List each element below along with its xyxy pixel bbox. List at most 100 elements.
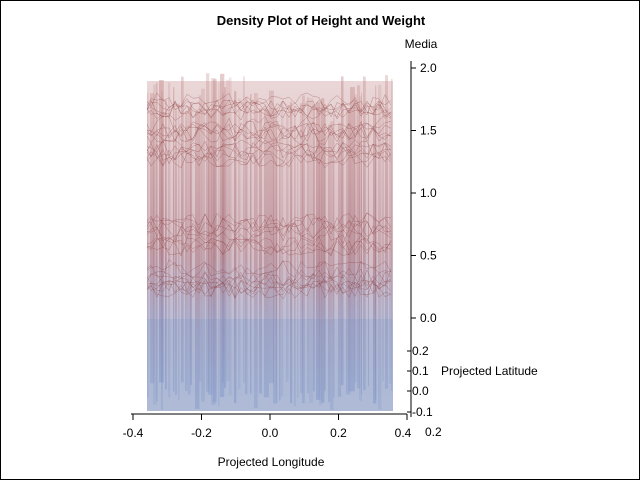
surface-strip <box>264 109 269 398</box>
z-axis-label: Media <box>405 37 438 51</box>
surface-strip <box>226 79 230 382</box>
surface-mesh-line <box>146 225 392 245</box>
surface-mesh-line <box>146 104 392 121</box>
surface-mesh-line <box>146 212 392 231</box>
surface-strip <box>333 115 335 399</box>
surface-strip <box>389 110 392 384</box>
y-tick-label: 0.0 <box>412 384 429 398</box>
x-tick-label: 0.0 <box>262 426 279 440</box>
surface-mesh-line <box>146 151 392 169</box>
surface-strip <box>188 106 191 395</box>
surface-strip <box>165 99 167 390</box>
surface-strip <box>195 111 200 409</box>
surface-strip <box>276 128 278 403</box>
surface-mesh-line <box>146 238 392 257</box>
surface-mesh-line <box>146 236 392 256</box>
surface-strip <box>234 91 237 404</box>
surface-mesh-line <box>146 124 392 144</box>
surface-strip <box>153 84 157 405</box>
y-tick-label: -0.1 <box>412 405 433 419</box>
surface-strip <box>175 108 177 396</box>
z-tick-label: 0.5 <box>420 249 437 263</box>
surface-mesh-line <box>146 237 392 257</box>
axes: Media 2.0 1.5 1.0 0.5 0.0 0.2 0.1 0.0 -0.1 0.2 Proj… <box>123 37 538 469</box>
surface-mesh-line <box>146 148 392 167</box>
surface-strip <box>254 92 258 409</box>
z-tick-label: 1.0 <box>420 186 437 200</box>
surface-mesh-line <box>146 234 392 253</box>
surface-strip <box>302 95 305 404</box>
surface-strip <box>363 76 366 391</box>
surface-strip <box>222 92 225 383</box>
surface-strip <box>297 128 299 399</box>
surface-strip <box>243 76 245 384</box>
surface-strip <box>168 82 171 398</box>
surface-strip <box>229 77 232 396</box>
surface-mesh-line <box>146 279 392 299</box>
surface-strip <box>281 101 284 397</box>
surface-strip <box>161 90 163 410</box>
surface-mesh-line <box>146 268 392 287</box>
x-axis-label: Projected Longitude <box>218 455 325 469</box>
surface-strip <box>224 87 227 388</box>
surface-strip <box>201 88 205 402</box>
y-tick-label: 0.1 <box>412 364 429 378</box>
z-tick-label: 0.0 <box>420 311 437 325</box>
surface-strip <box>173 87 175 392</box>
surface-strip <box>279 132 281 401</box>
surface-strip <box>378 84 382 410</box>
surface-strip <box>150 93 155 384</box>
y-tick-label: 0.2 <box>412 344 429 358</box>
surface-strip <box>391 78 393 391</box>
surface-strip <box>368 107 370 387</box>
surface-strip <box>357 85 361 389</box>
surface-strip <box>147 92 149 398</box>
surface-strip <box>190 102 193 385</box>
surface-strip <box>213 79 217 403</box>
surface-strip <box>316 102 321 400</box>
surface-strip <box>156 82 158 402</box>
surface-strip <box>218 82 220 406</box>
surface-strip <box>309 98 314 403</box>
surface-strip <box>307 97 309 394</box>
surface-mesh-line <box>146 220 392 239</box>
y-tick-label: 0.2 <box>425 425 442 439</box>
surface-mesh-line <box>146 260 392 280</box>
surface-mesh-line <box>146 139 392 156</box>
surface-strip <box>382 101 384 382</box>
surface-mesh-line <box>146 122 392 142</box>
surface-strip <box>313 104 315 392</box>
surface-strip <box>354 94 357 383</box>
surface-mesh-line <box>146 279 392 298</box>
x-tick-label: 0.2 <box>330 426 347 440</box>
x-tick-label: -0.2 <box>191 426 212 440</box>
z-tick-label: 2.0 <box>420 61 437 75</box>
chart-title: Density Plot of Height and Weight <box>216 13 426 28</box>
surface-mesh-line <box>146 275 392 295</box>
surface-mesh-line <box>146 99 392 119</box>
surface-strip <box>373 106 377 404</box>
surface-strip <box>273 108 278 404</box>
surface-mesh-line <box>146 280 392 300</box>
surface-strip <box>324 107 326 391</box>
surface-strip <box>208 112 213 395</box>
y-axis-label: Projected Latitude <box>441 364 538 378</box>
surface-strip <box>178 103 180 401</box>
surface-mesh-line <box>146 259 392 278</box>
surface-mesh-line <box>146 272 392 292</box>
surface-strip <box>250 94 252 394</box>
surface-mesh-line <box>146 212 392 232</box>
surface-mesh-line <box>146 102 392 120</box>
surface-strip <box>321 98 325 403</box>
surface-strip <box>181 76 184 383</box>
surface-strip <box>359 96 362 401</box>
surface-strip <box>361 92 363 395</box>
surface-strip <box>338 122 342 397</box>
surface-strip <box>350 87 355 392</box>
surface-strip <box>290 102 293 404</box>
surface-mesh-line <box>146 120 392 139</box>
surface-strip <box>269 90 274 384</box>
z-tick-label: 1.5 <box>420 124 437 138</box>
